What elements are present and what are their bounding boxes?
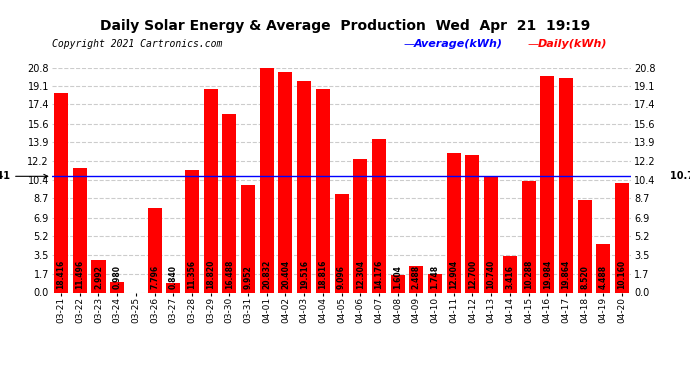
Text: 18.816: 18.816 bbox=[318, 260, 327, 289]
Bar bbox=[241, 185, 255, 292]
Text: 1.748: 1.748 bbox=[431, 265, 440, 289]
Bar bbox=[92, 260, 106, 292]
Bar bbox=[503, 255, 517, 292]
Text: —: — bbox=[404, 39, 415, 50]
Text: 0.840: 0.840 bbox=[169, 265, 178, 289]
Bar bbox=[166, 284, 180, 292]
Bar bbox=[72, 168, 87, 292]
Bar bbox=[559, 78, 573, 292]
Bar bbox=[316, 89, 330, 292]
Text: 16.488: 16.488 bbox=[225, 260, 234, 289]
Text: 11.496: 11.496 bbox=[75, 260, 84, 289]
Text: 20.404: 20.404 bbox=[281, 260, 290, 289]
Text: 2.992: 2.992 bbox=[94, 266, 103, 289]
Bar bbox=[409, 266, 424, 292]
Bar bbox=[297, 81, 311, 292]
Text: 12.700: 12.700 bbox=[468, 260, 477, 289]
Text: 18.416: 18.416 bbox=[57, 260, 66, 289]
Text: —: — bbox=[528, 39, 539, 50]
Text: 12.304: 12.304 bbox=[356, 260, 365, 289]
Text: 1.604: 1.604 bbox=[393, 266, 402, 289]
Bar bbox=[391, 275, 404, 292]
Bar bbox=[484, 176, 498, 292]
Text: 7.796: 7.796 bbox=[150, 265, 159, 289]
Bar bbox=[428, 274, 442, 292]
Text: 9.952: 9.952 bbox=[244, 266, 253, 289]
Bar bbox=[54, 93, 68, 292]
Bar bbox=[596, 244, 611, 292]
Text: 19.516: 19.516 bbox=[299, 260, 308, 289]
Text: 10.288: 10.288 bbox=[524, 260, 533, 289]
Bar bbox=[148, 208, 161, 292]
Text: 18.820: 18.820 bbox=[206, 260, 215, 289]
Text: Average(kWh): Average(kWh) bbox=[414, 39, 503, 50]
Text: 12.904: 12.904 bbox=[449, 260, 458, 289]
Text: 9.096: 9.096 bbox=[337, 266, 346, 289]
Text: 10.740: 10.740 bbox=[486, 260, 495, 289]
Text: • 10.741: • 10.741 bbox=[0, 171, 48, 181]
Text: 10.741 ←: 10.741 ← bbox=[670, 171, 690, 181]
Text: Daily Solar Energy & Average  Production  Wed  Apr  21  19:19: Daily Solar Energy & Average Production … bbox=[100, 19, 590, 33]
Text: 11.356: 11.356 bbox=[188, 260, 197, 289]
Bar bbox=[222, 114, 237, 292]
Text: 4.488: 4.488 bbox=[599, 265, 608, 289]
Bar bbox=[110, 282, 124, 292]
Bar bbox=[446, 153, 461, 292]
Bar bbox=[204, 89, 217, 292]
Text: 20.832: 20.832 bbox=[262, 260, 271, 289]
Bar bbox=[615, 183, 629, 292]
Bar bbox=[540, 76, 554, 292]
Text: 8.520: 8.520 bbox=[580, 266, 589, 289]
Text: 0.980: 0.980 bbox=[112, 265, 121, 289]
Bar bbox=[466, 155, 480, 292]
Text: 2.488: 2.488 bbox=[412, 265, 421, 289]
Bar bbox=[372, 139, 386, 292]
Bar bbox=[522, 181, 535, 292]
Text: 3.416: 3.416 bbox=[505, 266, 514, 289]
Bar bbox=[578, 200, 591, 292]
Bar bbox=[259, 67, 274, 292]
Text: Copyright 2021 Cartronics.com: Copyright 2021 Cartronics.com bbox=[52, 39, 222, 50]
Bar bbox=[353, 159, 367, 292]
Text: 14.176: 14.176 bbox=[375, 260, 384, 289]
Text: 10.160: 10.160 bbox=[618, 260, 627, 289]
Text: 19.864: 19.864 bbox=[562, 260, 571, 289]
Text: Daily(kWh): Daily(kWh) bbox=[538, 39, 608, 50]
Bar bbox=[279, 72, 293, 292]
Text: 19.984: 19.984 bbox=[543, 260, 552, 289]
Bar bbox=[185, 170, 199, 292]
Bar bbox=[335, 194, 348, 292]
